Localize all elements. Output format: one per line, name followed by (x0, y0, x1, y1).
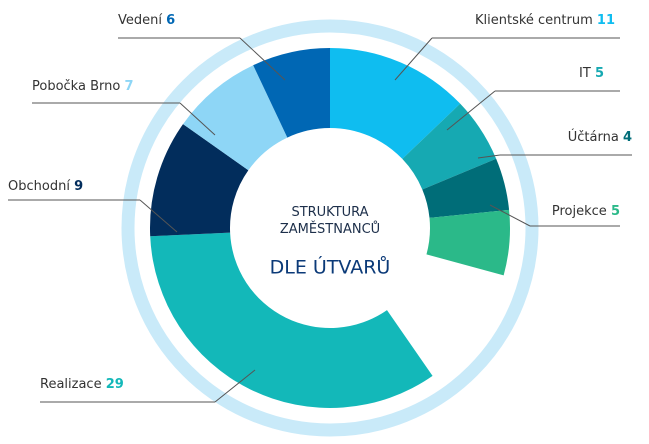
leader-line (446, 90, 620, 131)
leader-line (32, 102, 216, 136)
segment-label: Účtárna 4 (568, 129, 632, 145)
segment-label: Projekce 5 (552, 204, 620, 219)
chart-title: STRUKTURA ZAMĚSTNANCŮ (280, 205, 380, 237)
leader-line (40, 369, 256, 403)
leader-line (8, 199, 178, 233)
leader-line (118, 37, 286, 81)
category-name: Pobočka Brno (32, 79, 120, 94)
segment (253, 48, 330, 138)
segment-label: Klientské centrum 11 (475, 13, 615, 28)
segment (183, 65, 288, 171)
category-name: IT (579, 66, 591, 81)
segment-label: Vedení 6 (118, 13, 175, 28)
leader-line (489, 204, 620, 227)
segment (150, 232, 433, 409)
outer-ring (121, 19, 539, 437)
value-label: 29 (106, 377, 124, 392)
category-name: Účtárna (568, 129, 619, 145)
value-label: 4 (623, 130, 632, 145)
chart-subtitle: DLE ÚTVARŮ (270, 255, 391, 279)
value-label: 9 (74, 179, 83, 194)
value-label: 5 (595, 66, 604, 81)
segment-label: Obchodní 9 (8, 179, 83, 194)
leader-line (477, 154, 632, 159)
segment-label: Pobočka Brno 7 (32, 79, 134, 94)
segment (426, 209, 511, 276)
value-label: 7 (124, 79, 133, 94)
value-label: 11 (597, 13, 615, 28)
segment (150, 124, 249, 237)
value-label: 6 (166, 13, 175, 28)
category-name: Realizace (40, 377, 102, 392)
category-name: Vedení (118, 13, 162, 28)
segment-label: IT 5 (579, 66, 604, 81)
segment (422, 158, 510, 218)
category-name: Projekce (552, 204, 607, 219)
segment (330, 48, 461, 159)
value-label: 5 (611, 204, 620, 219)
category-name: Klientské centrum (475, 13, 593, 28)
segment (402, 103, 497, 190)
leader-line (394, 37, 620, 81)
category-name: Obchodní (8, 179, 70, 194)
segment-label: Realizace 29 (40, 377, 124, 392)
